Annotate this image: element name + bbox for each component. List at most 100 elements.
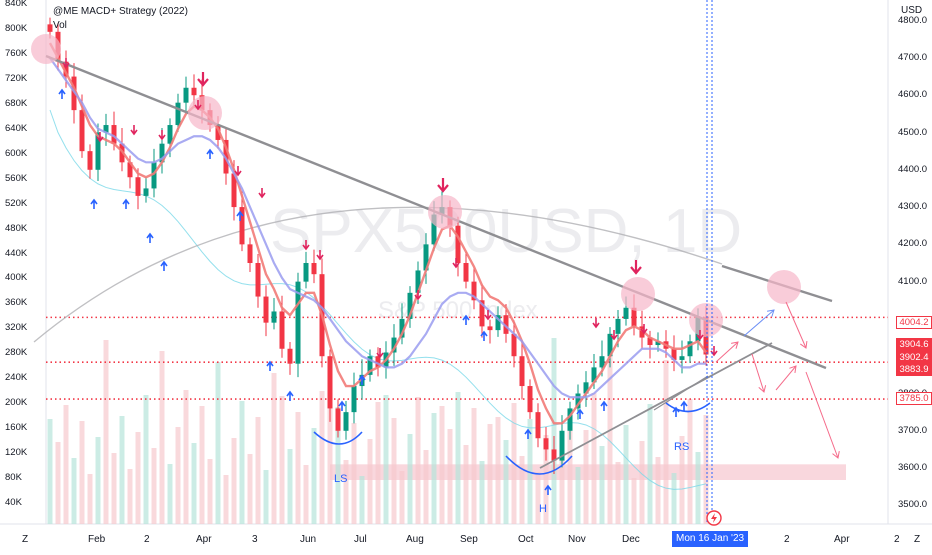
volume-bar: [279, 396, 285, 524]
candle-body: [79, 110, 85, 152]
price-tag[interactable]: 3883.9: [896, 362, 932, 376]
sell-signal-arrow: [194, 100, 202, 111]
sell-signal-arrow: [302, 240, 310, 251]
candle-body: [167, 125, 173, 144]
candle-body: [87, 151, 93, 170]
price-tick-label: 4100.0: [898, 275, 928, 287]
volume-bar: [447, 429, 453, 524]
candle-body: [255, 263, 261, 297]
rs-support-line: [653, 375, 709, 411]
volume-bar: [71, 458, 77, 524]
volume-bar: [271, 373, 277, 524]
candle-body: [615, 318, 621, 334]
candle-body: [431, 214, 437, 245]
candle: [423, 233, 429, 284]
candle-body: [279, 311, 285, 349]
candle: [255, 254, 261, 308]
buy-signal-arrow: [236, 210, 244, 221]
volume-tick-label: 200K: [5, 397, 28, 409]
volume-bar: [367, 439, 373, 524]
projection-down-1-head: [800, 340, 808, 349]
candle-body: [487, 326, 493, 331]
volume-tick-label: 560K: [5, 172, 28, 184]
indicator-title[interactable]: @ME MACD+ Strategy (2022): [53, 6, 188, 17]
candle: [311, 249, 317, 284]
lightning-icon-bolt: [711, 513, 717, 523]
highlight-circle: [188, 96, 222, 130]
buy-signal-arrow: [338, 400, 346, 411]
buy-signal-arrow: [122, 198, 130, 209]
volume-bar: [519, 456, 525, 524]
volume-bar: [655, 457, 661, 524]
time-tick-label: Apr: [834, 534, 850, 545]
volume-tick-label: 240K: [5, 372, 28, 384]
currency-label: USD: [901, 5, 923, 16]
time-tick-label: Oct: [518, 534, 534, 545]
price-tick-label: 4200.0: [898, 238, 928, 250]
volume-bar: [583, 430, 589, 524]
volume-bar: [695, 452, 701, 524]
volume-bar: [103, 340, 109, 524]
highlight-circle: [621, 277, 655, 311]
candle: [583, 371, 589, 407]
candle-body: [351, 386, 357, 413]
volume-bar: [407, 434, 413, 524]
z-left-label[interactable]: Z: [22, 534, 29, 545]
volume-tick-label: 280K: [5, 347, 28, 359]
z-right-label[interactable]: Z: [914, 534, 921, 545]
volume-tick-label: 640K: [5, 122, 28, 134]
volume-bar: [263, 470, 269, 524]
volume-label[interactable]: Vol: [53, 20, 67, 31]
sell-signal-arrow: [452, 258, 460, 269]
volume-bar: [663, 360, 669, 524]
cursor-date-label: Mon 16 Jan '23: [672, 531, 749, 547]
candle: [687, 334, 693, 363]
candle-body: [575, 393, 581, 409]
price-tag[interactable]: 3902.4: [896, 350, 932, 364]
volume-bar: [599, 446, 605, 524]
volume-bar: [503, 440, 509, 524]
volume-tick-label: 80K: [5, 472, 22, 484]
candle-body: [503, 315, 509, 334]
candle-body: [655, 341, 661, 346]
buy-signal-arrow: [160, 260, 168, 271]
volume-tick-label: 680K: [5, 97, 28, 109]
price-tag[interactable]: 3785.0: [896, 391, 932, 405]
candle-body: [143, 188, 149, 196]
volume-bar: [295, 412, 301, 524]
candle-body: [511, 333, 517, 357]
volume-bar: [199, 406, 205, 524]
candle-body: [535, 412, 541, 439]
volume-bar: [471, 408, 477, 524]
volume-bar: [607, 349, 613, 524]
candle: [543, 427, 549, 461]
volume-bar: [327, 384, 333, 524]
candle: [303, 251, 309, 289]
candle-body: [135, 177, 141, 196]
volume-bar: [687, 399, 693, 524]
buy-signal-arrow: [680, 400, 688, 411]
candle: [567, 401, 573, 440]
volume-bar: [535, 472, 541, 524]
price-tag[interactable]: 3904.6: [896, 337, 932, 351]
candle-body: [599, 356, 605, 368]
time-tick-label: Dec: [622, 534, 640, 545]
volume-tick-label: 40K: [5, 497, 22, 508]
volume-bar: [151, 448, 157, 524]
volume-bar: [527, 419, 533, 524]
volume-bar: [191, 443, 197, 524]
volume-bar: [255, 417, 261, 524]
candle-body: [479, 300, 485, 327]
candle-body: [415, 270, 421, 293]
time-tick-label: 2: [894, 534, 900, 545]
candle-body: [455, 225, 461, 263]
candle-body: [335, 408, 341, 431]
candle-body: [519, 356, 525, 387]
candle: [87, 144, 93, 179]
candle: [95, 123, 101, 181]
volume-bar: [303, 465, 309, 524]
price-tag[interactable]: 4004.2: [896, 315, 932, 329]
candle-body: [215, 125, 221, 140]
